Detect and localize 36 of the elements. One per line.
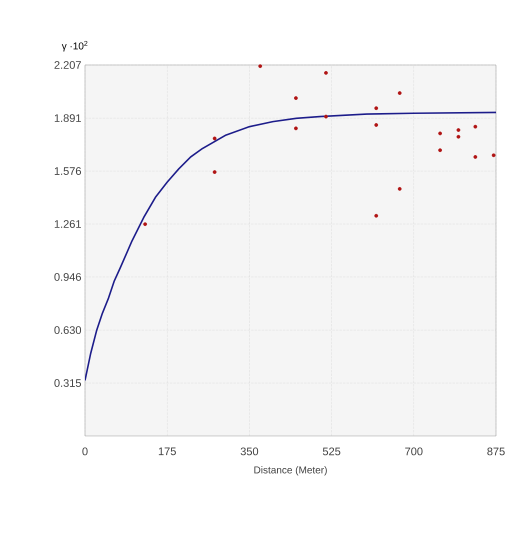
point (143, 222, 148, 226)
point (324, 114, 328, 118)
y-tick-label: 1.891 (54, 114, 81, 122)
point (324, 71, 328, 75)
y-tick-label: 0.315 (54, 379, 82, 387)
point (212, 136, 217, 140)
point (258, 64, 262, 68)
x-tick-label: 175 (158, 448, 176, 456)
point (374, 214, 378, 218)
y-tick-label: 1.261 (54, 220, 81, 228)
y-tick-label: 0.946 (54, 273, 81, 281)
x-tick-label: 700 (405, 448, 423, 456)
point (492, 153, 496, 158)
point (294, 96, 298, 100)
x-tick-label: 525 (322, 448, 340, 456)
point (473, 155, 478, 159)
point (398, 91, 402, 95)
y-tick-label: 0.630 (54, 326, 82, 334)
x-tick-label: 350 (240, 448, 258, 456)
y-axis-title: γ ·10$^{2}$ (62, 40, 88, 52)
point (398, 186, 402, 191)
x-tick-label: 0 (82, 448, 88, 456)
point (456, 134, 460, 139)
point (374, 123, 378, 127)
point (374, 106, 378, 110)
point (212, 170, 217, 174)
x-tick-label: 875 (487, 448, 505, 456)
point (456, 128, 460, 132)
y-tick-label: 1.576 (54, 167, 81, 175)
point (473, 124, 478, 129)
point (438, 148, 442, 152)
line-series (85, 112, 496, 382)
point (438, 132, 442, 136)
y-tick-label: 2.207 (54, 61, 81, 69)
x-axis-title: Distance (Meter) (254, 466, 327, 476)
point (294, 126, 298, 130)
